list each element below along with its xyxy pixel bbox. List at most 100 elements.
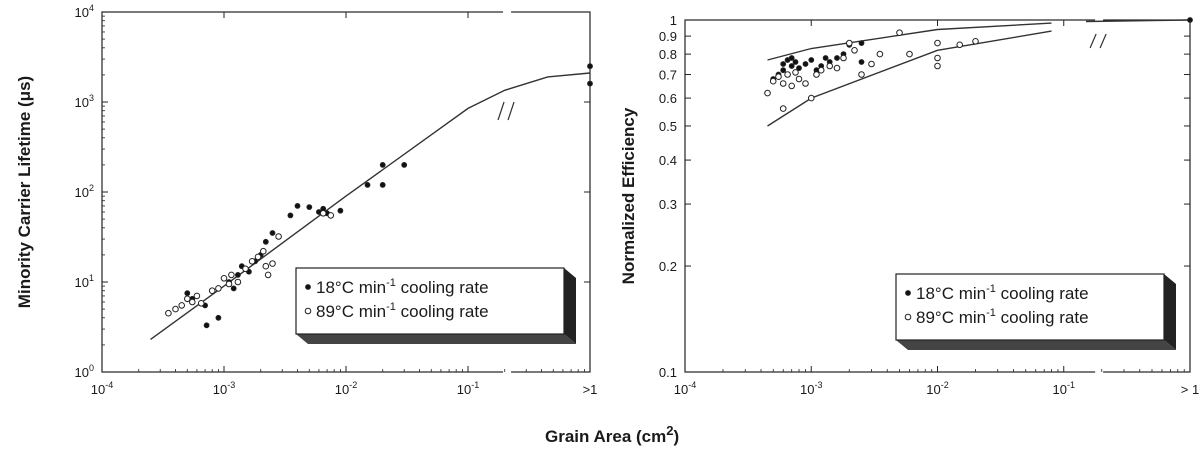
y-tick-label: 1 [670, 13, 677, 28]
curve-break-mark [1089, 33, 1097, 49]
fit-curve [767, 30, 1052, 127]
data-point-open [165, 309, 172, 317]
data-point-open [764, 89, 771, 97]
axis-break-gap-top [1095, 17, 1104, 23]
x-tick-base: >1 [583, 382, 598, 397]
y-tick-label: 102 [75, 183, 94, 200]
x-tick-label: 10-3 [213, 380, 235, 397]
data-point-open [184, 295, 191, 303]
legend-exponent: -1 [386, 301, 396, 313]
legend-suffix: cooling rate [996, 308, 1089, 327]
legend-value: 18 [316, 278, 335, 297]
y-tick-exponent: 0 [89, 363, 94, 373]
y-tick-base: 10 [75, 185, 89, 200]
curve-break-mark [507, 101, 515, 121]
data-point-filled [780, 61, 787, 67]
data-point-open [858, 71, 865, 78]
y-tick-label: 104 [75, 3, 94, 20]
x-axis-label-superscript: 2 [666, 423, 673, 438]
axis-break-gap-top [503, 9, 512, 15]
x-tick-base: 10 [213, 382, 227, 397]
legend-suffix: cooling rate [396, 302, 489, 321]
fit-curve [767, 22, 1052, 61]
legend-unit: °C min [935, 284, 986, 303]
legend-exponent: -1 [986, 283, 996, 295]
data-point-filled [364, 182, 371, 188]
data-point-filled [587, 63, 593, 70]
fit-curve [150, 72, 591, 340]
data-point-open [851, 47, 858, 54]
data-point-open [189, 298, 196, 306]
y-tick-base: 10 [75, 95, 89, 110]
y-tick-label: 101 [75, 273, 94, 290]
legend-marker [304, 307, 312, 315]
data-point-open [248, 258, 256, 265]
data-point-filled [269, 230, 276, 236]
x-tick-exponent: -4 [105, 380, 113, 390]
y-axis-label: Normalized Efficiency [619, 107, 638, 284]
axis-break-gap-bottom [1095, 369, 1104, 375]
data-point-open [972, 38, 979, 45]
x-tick-exponent: -1 [471, 380, 479, 390]
legend-box [295, 267, 565, 335]
data-point-filled [1187, 17, 1193, 23]
efficiency-chart: 10-4 10-3 10-2 10-1 > 10.10.20.30.40.50.60.7… [619, 13, 1199, 397]
y-tick-label: 0.6 [659, 91, 677, 106]
data-point-open [813, 71, 820, 78]
data-point-open [779, 80, 787, 87]
legend-value: 89 [916, 308, 935, 327]
x-tick-base: 10 [91, 382, 105, 397]
data-point-open [228, 271, 235, 279]
data-point-filled [401, 162, 408, 168]
data-point-filled [587, 80, 593, 87]
data-point-open [225, 280, 233, 288]
data-point-open [254, 253, 262, 261]
curve-break-mark [1099, 33, 1107, 49]
data-point-open [868, 60, 875, 68]
y-tick-label: 100 [75, 363, 94, 380]
data-point-open [262, 262, 270, 270]
data-point-open [269, 260, 276, 267]
y-tick-exponent: 1 [89, 273, 94, 283]
y-tick-label: 0.9 [659, 29, 677, 44]
y-tick-label: 0.5 [659, 119, 677, 134]
legend-suffix: cooling rate [396, 278, 489, 297]
y-tick-exponent: 4 [89, 3, 94, 13]
legend-exponent: -1 [386, 277, 396, 289]
legend-unit: °C min [935, 308, 986, 327]
x-axis-label-close: ) [673, 427, 679, 446]
data-point-open [220, 275, 228, 282]
data-point-filled [203, 322, 210, 329]
data-point-filled [235, 272, 241, 278]
data-point-open [876, 50, 884, 58]
legend-entry: 18°C min-1 cooling rate [316, 277, 489, 297]
y-tick-label: 0.7 [659, 68, 677, 83]
data-point-filled [788, 55, 795, 61]
y-tick-exponent: 3 [89, 93, 94, 103]
data-point-open [817, 66, 825, 74]
curve-break-mark [497, 101, 505, 121]
data-point-filled [792, 59, 799, 65]
data-point-filled [262, 238, 269, 245]
x-tick-label: 10-3 [800, 380, 822, 397]
data-point-open [319, 210, 327, 217]
x-tick-label: >1 [583, 382, 598, 397]
legend-unit: °C min [335, 278, 386, 297]
x-axis-label-main: Grain Area (cm [545, 427, 666, 446]
data-point-filled [780, 67, 787, 74]
data-point-open [769, 77, 777, 85]
data-point-open [840, 54, 847, 62]
y-tick-label: 0.8 [659, 47, 677, 62]
data-point-filled [306, 204, 313, 211]
legend-shadow-bottom [296, 334, 576, 344]
y-tick-label: 0.4 [659, 153, 677, 168]
data-point-open [208, 287, 216, 295]
data-point-open [795, 75, 803, 83]
fit-curve [1085, 19, 1191, 23]
x-tick-base: 10 [457, 382, 471, 397]
data-point-filled [834, 55, 840, 61]
y-tick-base: 10 [75, 365, 89, 380]
data-point-open [896, 29, 903, 37]
x-tick-exponent: -1 [1067, 380, 1075, 390]
data-point-filled [788, 63, 795, 69]
